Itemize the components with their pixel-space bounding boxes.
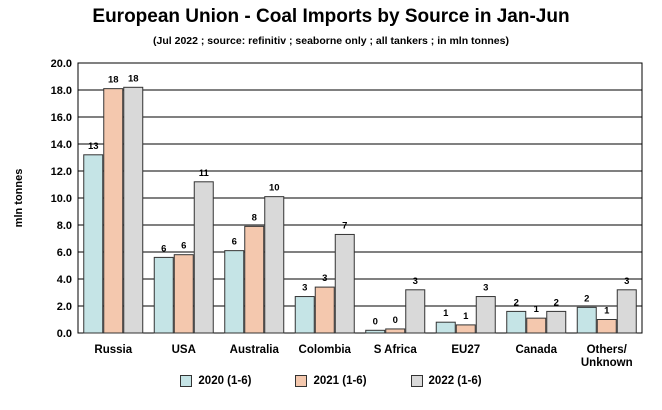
legend-swatch-2020	[180, 375, 193, 387]
y-tick-label: 6.0	[57, 247, 72, 259]
bar	[546, 310, 567, 334]
x-tick-label: Canada	[515, 344, 557, 356]
bar	[314, 286, 335, 334]
bar	[244, 225, 265, 334]
x-tick-label: Australia	[230, 344, 280, 356]
bar	[103, 88, 124, 334]
data-label: 6	[232, 237, 237, 248]
data-label: 2	[554, 297, 559, 308]
legend-item-2021: 2021 (1-6)	[295, 375, 367, 387]
y-tick-label: 4.0	[57, 274, 72, 286]
bar	[526, 317, 547, 334]
bar	[365, 329, 386, 334]
x-tick-label: EU27	[451, 344, 480, 356]
data-label: 0	[373, 316, 378, 327]
bar	[475, 296, 496, 334]
data-label: 6	[181, 241, 186, 252]
y-tick-label: 14.0	[51, 139, 72, 151]
bar	[576, 306, 597, 334]
data-label: 2	[514, 297, 519, 308]
legend: 2020 (1-6) 2021 (1-6) 2022 (1-6)	[0, 375, 662, 387]
y-tick-label: 16.0	[51, 112, 72, 124]
data-label: 13	[88, 141, 99, 152]
bar	[405, 289, 426, 334]
legend-item-2022: 2022 (1-6)	[410, 375, 482, 387]
bar	[334, 233, 355, 334]
bar	[83, 154, 104, 334]
data-label: 11	[199, 168, 210, 179]
data-label: 3	[302, 283, 307, 294]
data-label: 2	[584, 293, 589, 304]
data-label: 3	[413, 276, 418, 287]
y-tick-label: 0.0	[57, 328, 72, 340]
x-tick-label: Colombia	[299, 344, 352, 356]
data-label: 7	[342, 220, 347, 231]
data-label: 8	[252, 212, 257, 223]
bar	[193, 181, 214, 334]
legend-label-2022: 2022 (1-6)	[428, 375, 482, 387]
legend-swatch-2022	[410, 375, 423, 387]
bar	[264, 196, 285, 334]
bar	[506, 310, 527, 334]
y-tick-label: 18.0	[51, 85, 72, 97]
data-label: 18	[108, 75, 119, 86]
y-tick-label: 12.0	[51, 166, 72, 178]
data-label: 1	[604, 306, 610, 317]
bar	[294, 296, 315, 334]
data-label: 3	[483, 283, 488, 294]
data-label: 18	[128, 73, 139, 84]
bar	[435, 321, 456, 334]
y-tick-label: 8.0	[57, 220, 72, 232]
bar	[616, 289, 637, 334]
x-tick-label: S Africa	[374, 344, 418, 356]
legend-swatch-2021	[295, 375, 308, 387]
legend-label-2020: 2020 (1-6)	[198, 375, 252, 387]
x-tick-label: Unknown	[581, 357, 633, 369]
bar	[455, 324, 476, 334]
x-tick-label: USA	[172, 344, 196, 356]
y-tick-label: 2.0	[57, 301, 72, 313]
chart-subtitle: (Jul 2022 ; source: refinitiv ; seaborne…	[153, 35, 509, 47]
legend-label-2021: 2021 (1-6)	[313, 375, 367, 387]
bar	[123, 86, 144, 334]
data-label: 10	[269, 183, 280, 194]
y-tick-label: 10.0	[51, 193, 72, 205]
chart-title: European Union - Coal Imports by Source …	[92, 6, 570, 27]
data-label: 0	[393, 315, 398, 326]
x-tick-label: Others/	[587, 344, 628, 356]
bar	[385, 328, 406, 334]
bar	[596, 319, 617, 334]
data-label: 3	[624, 276, 629, 287]
bar	[173, 254, 194, 334]
x-tick-label: Russia	[94, 344, 132, 356]
data-label: 1	[463, 311, 469, 322]
y-tick-label: 20.0	[51, 58, 72, 70]
data-label: 1	[534, 304, 540, 315]
bar	[224, 250, 245, 334]
bar	[153, 256, 174, 334]
legend-item-2020: 2020 (1-6)	[180, 375, 251, 387]
data-label: 1	[443, 308, 449, 319]
data-label: 3	[322, 273, 327, 284]
y-axis-label: mln tonnes	[13, 169, 25, 228]
data-label: 6	[161, 243, 166, 254]
